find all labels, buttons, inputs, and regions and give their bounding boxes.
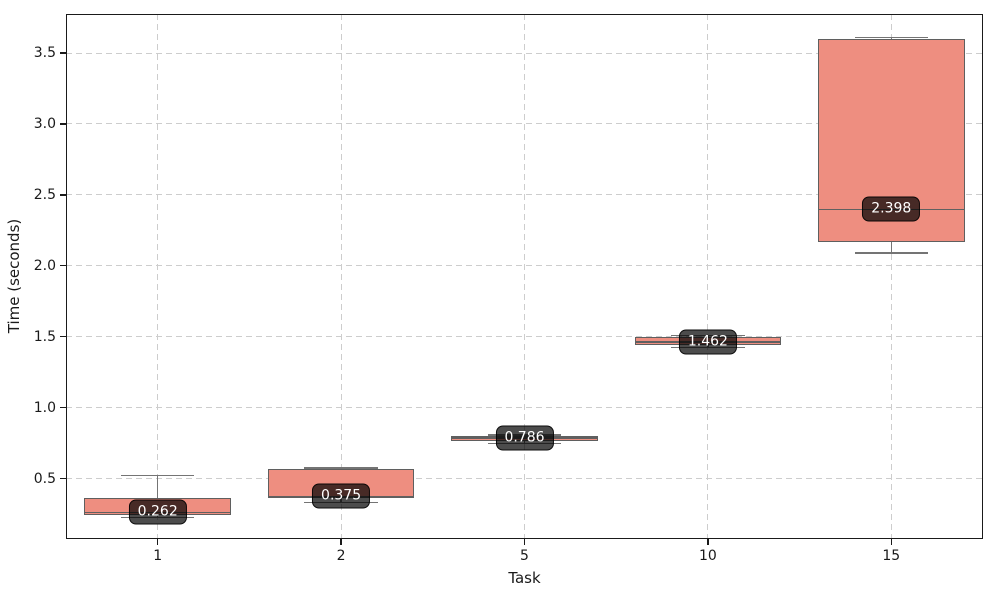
y-tick-mark [60, 477, 66, 480]
y-axis-label: Time (seconds) [5, 218, 23, 333]
x-tick-mark [523, 539, 526, 545]
y-tick-mark [60, 194, 66, 196]
median-value-badge: 0.375 [312, 483, 371, 509]
y-tick-label: 3.0 [33, 115, 56, 132]
whisker-cap-upper [121, 475, 195, 477]
y-tick-mark [60, 52, 66, 54]
y-tick-label: 0.5 [33, 470, 56, 487]
whisker-upper [890, 37, 892, 39]
x-tick-label: 5 [520, 548, 529, 564]
gridline-vertical [890, 14, 892, 539]
x-axis-label: Task [508, 569, 541, 587]
y-tick-label: 2.5 [33, 186, 56, 203]
whisker-cap-upper [854, 36, 928, 39]
whisker-upper [157, 475, 159, 499]
whisker-cap-upper [304, 467, 378, 469]
median-value-badge: 0.786 [495, 425, 554, 451]
median-value-badge: 0.262 [128, 499, 187, 525]
whisker-upper [340, 467, 342, 470]
y-tick-label: 2.0 [33, 257, 56, 274]
y-tick-mark [60, 406, 66, 409]
y-tick-label: 3.5 [33, 45, 56, 61]
gridline-vertical [524, 14, 525, 539]
x-tick-mark [157, 539, 159, 545]
x-tick-mark [707, 539, 709, 545]
y-tick-mark [60, 265, 66, 267]
x-tick-label: 10 [698, 548, 717, 564]
x-tick-label: 1 [153, 548, 163, 564]
y-tick-mark [60, 123, 66, 125]
x-tick-label: 15 [882, 548, 901, 564]
gridline-vertical [707, 14, 709, 539]
whisker-cap-lower [854, 252, 928, 254]
x-tick-label: 2 [336, 548, 346, 564]
median-value-badge: 2.398 [862, 196, 921, 222]
x-tick-mark [890, 539, 892, 545]
whisker-lower [890, 241, 892, 254]
y-tick-mark [60, 336, 66, 338]
y-tick-label: 1.5 [33, 328, 56, 345]
gridline-vertical [157, 14, 159, 539]
median-value-badge: 1.462 [678, 329, 737, 355]
x-tick-mark [340, 539, 342, 545]
gridline-vertical [340, 14, 342, 539]
y-tick-label: 1.0 [33, 399, 56, 416]
